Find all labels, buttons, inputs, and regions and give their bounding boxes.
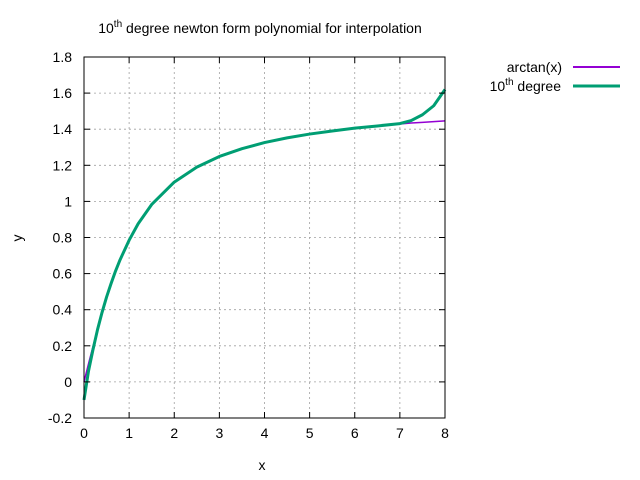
y-tick-label: 1.4 — [53, 121, 73, 137]
series-line-10th-degree — [82, 88, 447, 401]
x-axis-label: x — [259, 457, 266, 473]
x-tick-label: 2 — [170, 425, 178, 441]
x-tick-label: 4 — [261, 425, 269, 441]
grid — [84, 57, 445, 418]
y-tick-label: 1.8 — [53, 49, 73, 65]
tick-layer: 0 1 2 3 4 5 6 7 8 -0.2 0 0.2 0.4 0.6 0.8 1 1.2 1.4 1.6 1.8 — [48, 49, 449, 441]
y-tick-label: 0.2 — [53, 338, 73, 354]
y-tick-label: 1 — [64, 193, 72, 209]
y-tick-label: 0 — [64, 374, 72, 390]
y-tick-label: 0.6 — [53, 266, 73, 282]
x-tick-label: 6 — [351, 425, 359, 441]
y-axis-label: y — [9, 235, 25, 242]
y-tick-label: 1.2 — [53, 157, 73, 173]
legend-label-10th-degree: 10th degree — [490, 77, 562, 94]
y-tick-label: 1.6 — [53, 85, 73, 101]
x-tick-label: 8 — [441, 425, 449, 441]
x-tick-label: 3 — [215, 425, 223, 441]
y-tick-label: -0.2 — [48, 410, 72, 426]
x-tick-label: 7 — [396, 425, 404, 441]
legend-label-arctan: arctan(x) — [507, 59, 562, 75]
legend: arctan(x) 10th degree — [490, 59, 620, 94]
x-tick-label: 0 — [80, 425, 88, 441]
series-layer — [82, 88, 447, 401]
y-tick-label: 0.4 — [53, 302, 73, 318]
y-tick-label: 0.8 — [53, 230, 73, 246]
x-tick-label: 5 — [306, 425, 314, 441]
chart-title: 10th degree newton form polynomial for i… — [98, 19, 422, 36]
x-tick-label: 1 — [125, 425, 133, 441]
